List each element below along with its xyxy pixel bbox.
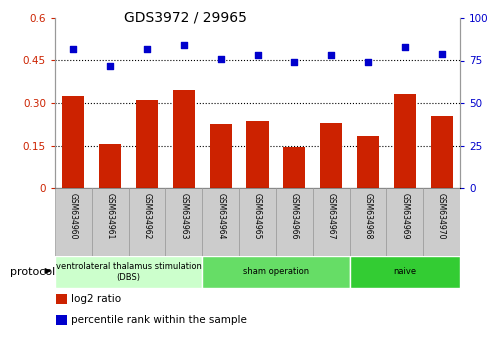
Bar (136, 100, 158, 188)
Point (363, 59, 371, 65)
Text: log2 ratio: log2 ratio (71, 294, 121, 304)
Bar (62, 96, 84, 188)
Bar (393, 95, 415, 188)
Text: GSM634961: GSM634961 (105, 193, 115, 240)
Text: GSM634966: GSM634966 (289, 193, 298, 240)
Point (69, 46, 77, 51)
Bar (283, 147, 305, 188)
Bar (429, 116, 452, 188)
Bar (312, 188, 349, 256)
Text: sham operation: sham operation (243, 268, 308, 276)
Text: GSM634962: GSM634962 (142, 193, 151, 240)
Text: GDS3972 / 29965: GDS3972 / 29965 (124, 11, 247, 25)
Point (216, 56, 224, 62)
Text: GSM634969: GSM634969 (400, 193, 408, 240)
Bar (55, 256, 202, 288)
Text: GSM634963: GSM634963 (179, 193, 188, 240)
Text: ventrolateral thalamus stimulation
(DBS): ventrolateral thalamus stimulation (DBS) (56, 262, 201, 282)
Bar (202, 188, 239, 256)
Bar (92, 188, 128, 256)
Point (106, 63, 114, 68)
Point (290, 59, 298, 65)
Text: GSM634970: GSM634970 (436, 193, 445, 240)
Point (253, 52, 261, 58)
Point (437, 51, 445, 57)
Bar (239, 188, 275, 256)
Bar (422, 188, 459, 256)
Bar (320, 123, 342, 188)
Bar (202, 256, 349, 288)
Text: GSM634964: GSM634964 (216, 193, 224, 240)
Point (326, 52, 334, 58)
Bar (349, 256, 459, 288)
Text: GSM634967: GSM634967 (326, 193, 335, 240)
Text: naive: naive (392, 268, 415, 276)
Bar (99, 144, 121, 188)
Bar (128, 188, 165, 256)
Bar (349, 188, 386, 256)
Bar (356, 136, 378, 188)
Text: protocol: protocol (10, 267, 55, 277)
Bar (386, 188, 422, 256)
Text: GSM634968: GSM634968 (363, 193, 372, 240)
Bar (275, 188, 312, 256)
Text: percentile rank within the sample: percentile rank within the sample (71, 315, 246, 325)
Text: GSM634965: GSM634965 (252, 193, 262, 240)
Point (143, 46, 151, 51)
Bar (55, 188, 92, 256)
Bar (165, 188, 202, 256)
Point (400, 44, 408, 50)
Bar (172, 90, 195, 188)
Point (180, 42, 187, 48)
Text: GSM634960: GSM634960 (69, 193, 78, 240)
Bar (246, 121, 268, 188)
Bar (209, 124, 231, 188)
